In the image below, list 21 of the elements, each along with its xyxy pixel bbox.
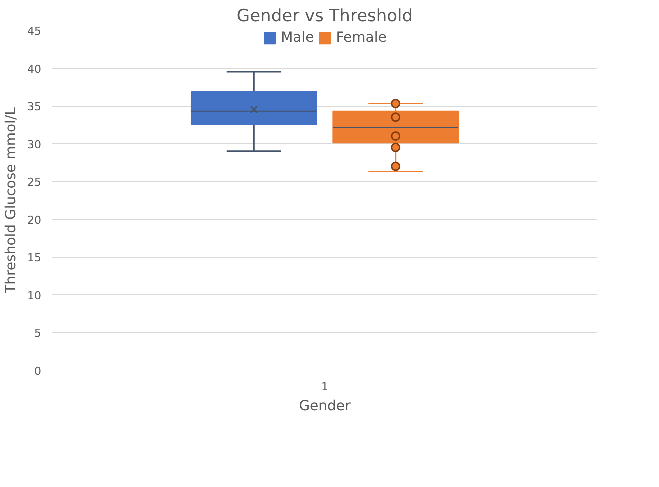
- y-axis-title: Threshold Glucose mmol/L: [4, 107, 20, 294]
- y-tick-label: 35: [28, 100, 42, 114]
- x-tick-label: 1: [322, 380, 328, 394]
- chart-title: Gender vs Threshold: [236, 6, 414, 26]
- y-tick-label: 20: [28, 214, 42, 227]
- y-tick-label: 15: [28, 252, 42, 265]
- y-tick-label: 25: [28, 176, 42, 190]
- y-tick-label: 40: [28, 62, 42, 76]
- point: [391, 132, 401, 142]
- y-tick-label: 45: [28, 25, 42, 38]
- y-tick-label: 30: [28, 138, 42, 152]
- point: [391, 162, 401, 172]
- point: [391, 142, 401, 152]
- y-tick-label: 5: [34, 327, 42, 340]
- legend-label: Female: [336, 30, 387, 46]
- point: [391, 99, 401, 109]
- y-tick-label: 10: [28, 289, 42, 302]
- y-tick-label: 0: [34, 365, 42, 378]
- legend-label: Male: [281, 30, 314, 46]
- point: [391, 112, 401, 122]
- x-axis-title: Gender: [299, 398, 352, 414]
